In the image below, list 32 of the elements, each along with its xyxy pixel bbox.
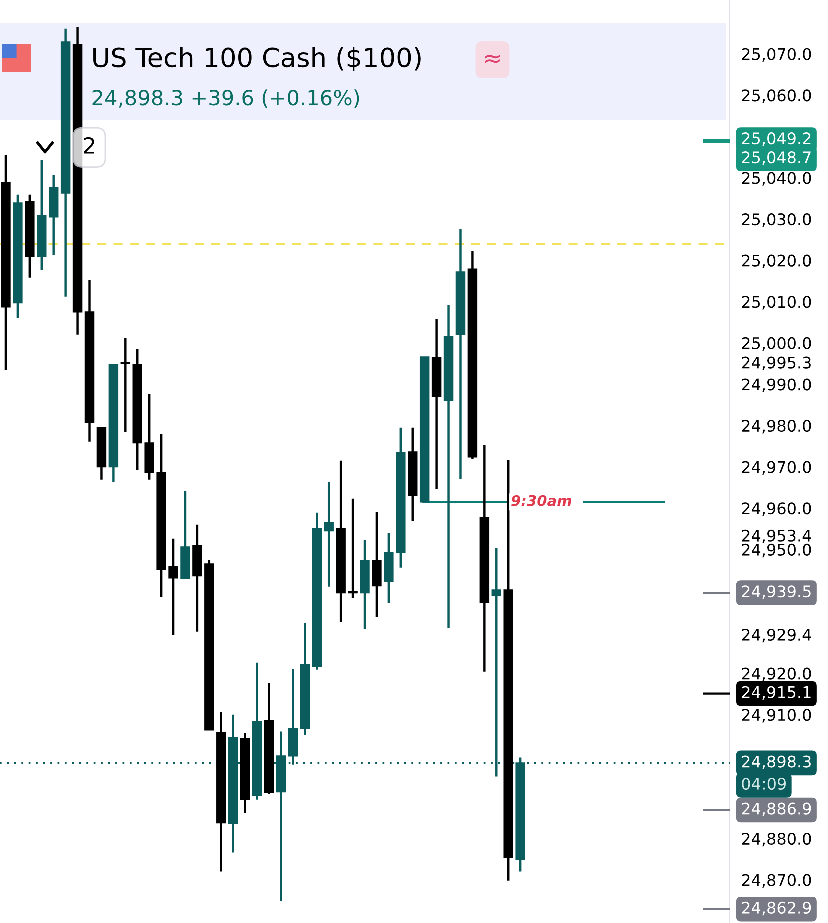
y-tick-label: 25,010.0 — [742, 296, 812, 310]
y-tick-label: 24,929.4 — [742, 628, 812, 643]
annotation: 2 — [84, 137, 94, 154]
annotation: 9:30am — [512, 495, 572, 506]
text: 24,898.3 +39.6 (+0.16%) — [92, 90, 360, 108]
y-tick-label: 24,910.0 — [742, 709, 812, 723]
legend-label: 25,048.7 — [742, 152, 811, 166]
y-tick-label: 25,020.0 — [742, 254, 812, 269]
y-tick-label: 24,870.0 — [742, 874, 812, 888]
y-tick-label: 24,990.0 — [742, 378, 812, 392]
y-tick-label: 25,040.0 — [742, 172, 812, 186]
y-tick-label: 24,995.3 — [742, 356, 811, 371]
ref-line-label: 24,886.9 — [742, 802, 812, 817]
y-tick-label: 24,950.0 — [742, 544, 812, 558]
y-tick-label: 25,060.0 — [742, 90, 812, 104]
ref-line-label: 24,915.1 — [742, 686, 811, 700]
y-tick-label: 24,953.4 — [742, 530, 812, 544]
y-tick-label: 24,920.0 — [742, 668, 812, 682]
y-tick-label: 24,960.0 — [742, 502, 812, 516]
y-tick-label: 25,000.0 — [742, 337, 812, 352]
text: 04:09 — [742, 778, 786, 790]
y-tick-label: 24,880.0 — [742, 832, 812, 847]
ref-line-label: 24,939.5 — [742, 586, 811, 600]
y-tick-label: 25,070.0 — [742, 48, 812, 62]
y-tick-label: 24,970.0 — [742, 461, 812, 475]
annotation: ≈ — [485, 54, 500, 64]
y-tick-label: 24,980.0 — [742, 420, 812, 434]
text: US Tech 100 Cash ($100) — [94, 47, 421, 72]
y-tick-label: 25,030.0 — [742, 214, 812, 228]
ref-line-label: 24,862.9 — [742, 902, 812, 916]
ref-line-label: 24,898.3 — [742, 756, 811, 770]
ref-line-label: 25,049.2 — [742, 132, 811, 146]
